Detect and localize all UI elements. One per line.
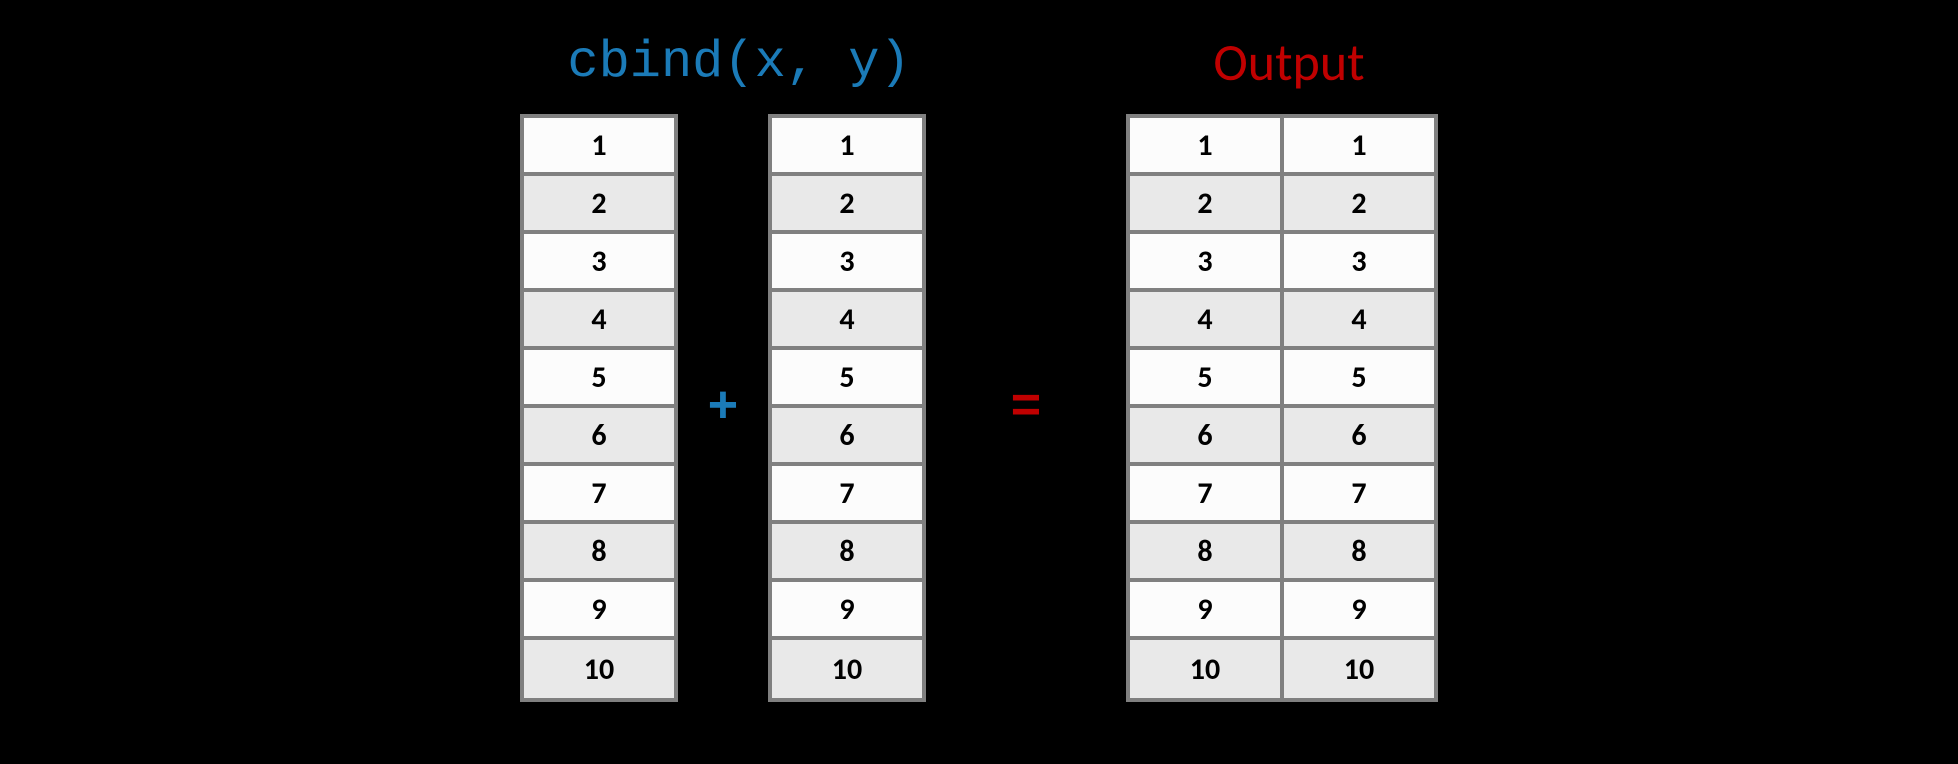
vector-y-cell: 10 — [772, 640, 922, 698]
equals-operator: = — [926, 379, 1126, 438]
output-cell: 5 — [1284, 350, 1434, 408]
titles-row: cbind(x, y) Output — [499, 30, 1459, 94]
vector-y-cell: 2 — [772, 176, 922, 234]
output-cell: 4 — [1284, 292, 1434, 350]
vector-y: 1 2 3 4 5 6 7 8 9 10 — [768, 114, 926, 702]
output-matrix: 1 2 3 4 5 6 7 8 9 10 1 2 3 4 5 6 7 8 9 — [1126, 114, 1438, 702]
output-cell: 6 — [1130, 408, 1280, 466]
vector-y-cell: 3 — [772, 234, 922, 292]
vector-x-cell: 3 — [524, 234, 674, 292]
output-cell: 8 — [1130, 524, 1280, 582]
vector-y-cell: 9 — [772, 582, 922, 640]
title-output: Output — [1119, 30, 1459, 94]
vector-y-cell: 6 — [772, 408, 922, 466]
output-cell: 7 — [1284, 466, 1434, 524]
output-col-2: 1 2 3 4 5 6 7 8 9 10 — [1284, 118, 1434, 698]
output-cell: 2 — [1284, 176, 1434, 234]
output-cell: 10 — [1284, 640, 1434, 698]
output-cell: 9 — [1130, 582, 1280, 640]
output-cell: 3 — [1284, 234, 1434, 292]
output-cell: 1 — [1284, 118, 1434, 176]
vector-x-cell: 9 — [524, 582, 674, 640]
cbind-diagram: cbind(x, y) Output 1 2 3 4 5 6 7 8 9 10 … — [499, 30, 1459, 702]
output-cell: 7 — [1130, 466, 1280, 524]
output-cell: 2 — [1130, 176, 1280, 234]
output-cell: 3 — [1130, 234, 1280, 292]
output-cell: 9 — [1284, 582, 1434, 640]
output-cell: 8 — [1284, 524, 1434, 582]
vector-x-cell: 5 — [524, 350, 674, 408]
vector-x-cell: 10 — [524, 640, 674, 698]
output-cell: 4 — [1130, 292, 1280, 350]
output-cell: 6 — [1284, 408, 1434, 466]
vector-x-cell: 7 — [524, 466, 674, 524]
columns-row: 1 2 3 4 5 6 7 8 9 10 + 1 2 3 4 5 6 7 8 9… — [520, 114, 1438, 702]
vector-y-cell: 4 — [772, 292, 922, 350]
title-cbind: cbind(x, y) — [499, 33, 979, 92]
vector-x: 1 2 3 4 5 6 7 8 9 10 — [520, 114, 678, 702]
output-cell: 5 — [1130, 350, 1280, 408]
vector-y-cell: 5 — [772, 350, 922, 408]
plus-operator: + — [678, 379, 768, 438]
vector-y-cell: 7 — [772, 466, 922, 524]
vector-x-cell: 4 — [524, 292, 674, 350]
vector-x-cell: 8 — [524, 524, 674, 582]
vector-y-cell: 1 — [772, 118, 922, 176]
output-col-1: 1 2 3 4 5 6 7 8 9 10 — [1130, 118, 1284, 698]
vector-x-cell: 2 — [524, 176, 674, 234]
output-cell: 1 — [1130, 118, 1280, 176]
vector-x-cell: 1 — [524, 118, 674, 176]
vector-y-cell: 8 — [772, 524, 922, 582]
output-cell: 10 — [1130, 640, 1280, 698]
vector-x-cell: 6 — [524, 408, 674, 466]
